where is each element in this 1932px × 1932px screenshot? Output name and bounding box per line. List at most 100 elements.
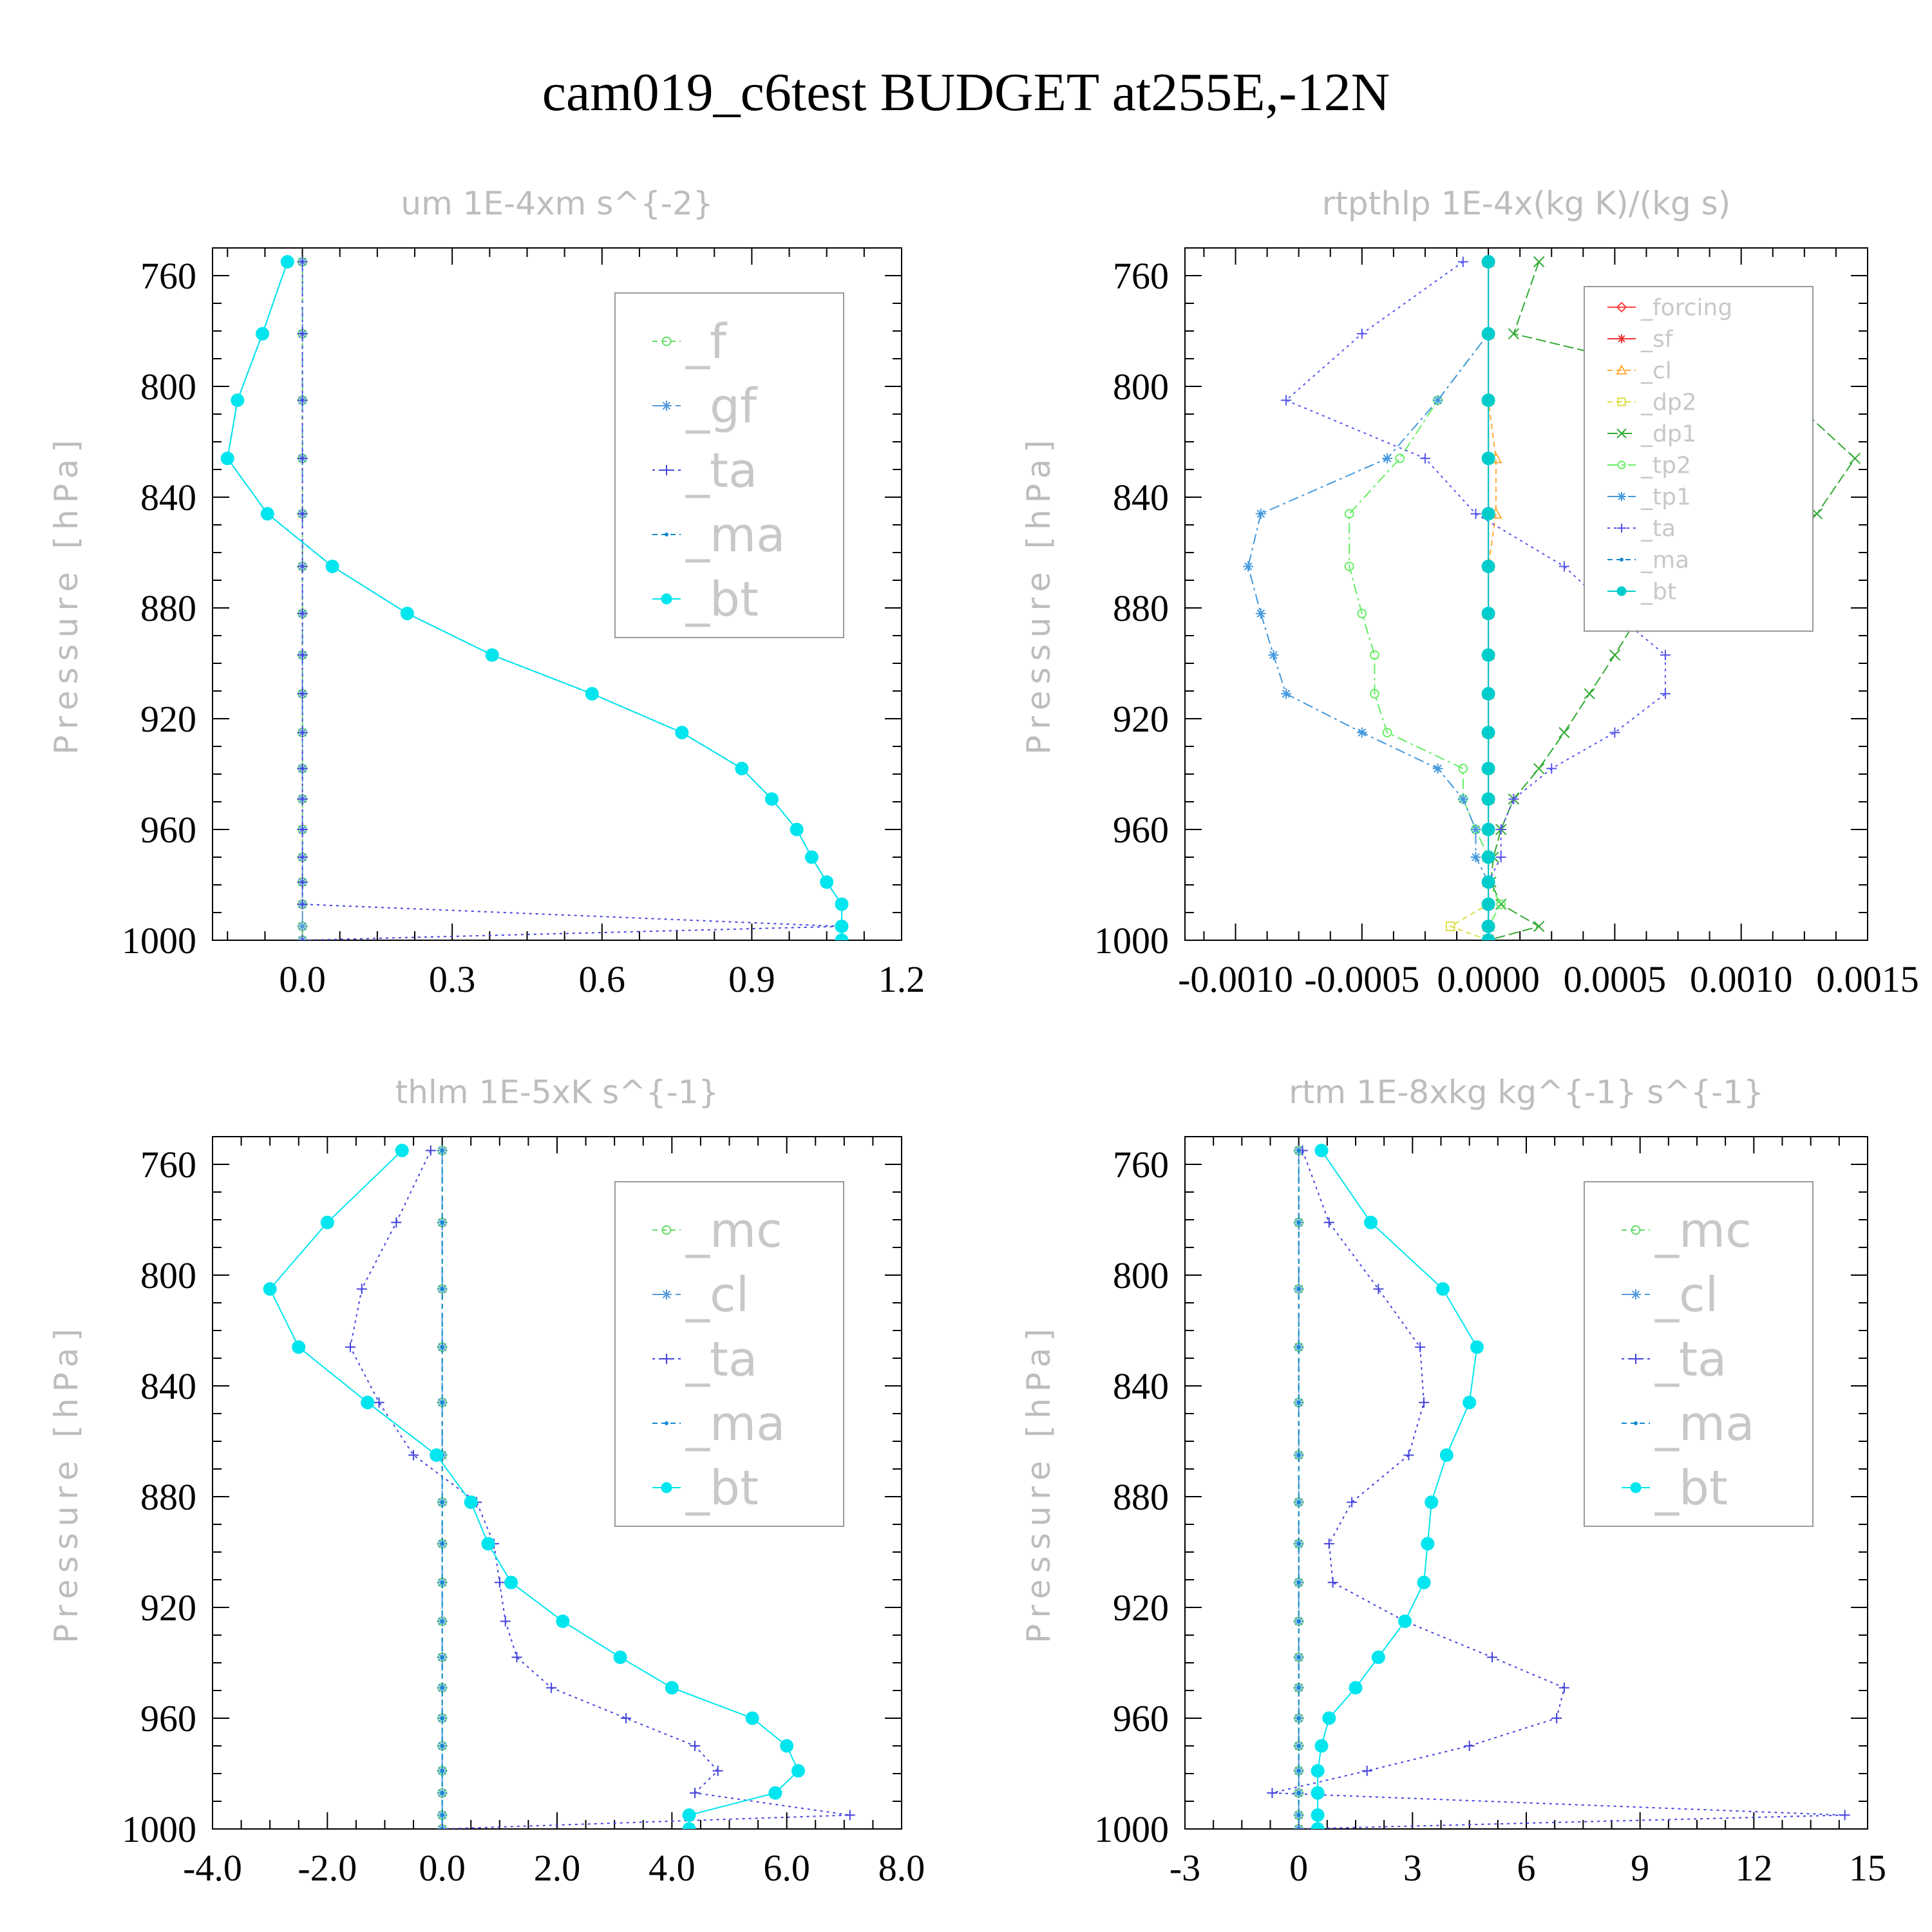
data-point — [263, 1282, 277, 1296]
data-point — [1481, 933, 1495, 940]
data-point — [256, 327, 270, 341]
x-tick-label: 0.0 — [419, 1847, 466, 1889]
y-tick-label: 840 — [140, 1365, 196, 1407]
data-point — [440, 1768, 444, 1773]
y-tick-label: 920 — [1113, 698, 1169, 740]
y-axis-label: Pressure [hPa] — [48, 433, 85, 755]
legend: _mc _cl _ta _ma _bt — [1584, 1181, 1814, 1527]
data-point — [425, 1145, 436, 1156]
data-point — [1356, 727, 1367, 738]
data-point — [280, 255, 294, 269]
data-point — [1296, 1768, 1301, 1773]
data-point — [297, 561, 308, 572]
data-point — [440, 1345, 444, 1349]
data-point — [1533, 762, 1545, 775]
y-tick-label: 800 — [140, 1255, 196, 1296]
data-point — [690, 1788, 700, 1799]
data-point — [1481, 726, 1495, 739]
y-tick-label: 1000 — [122, 1808, 196, 1850]
x-tick-label: 9 — [1631, 1847, 1649, 1889]
legend-marker — [661, 465, 672, 475]
y-tick-label: 840 — [1113, 477, 1169, 518]
data-point — [820, 875, 834, 889]
data-point — [356, 1283, 367, 1294]
data-point — [1481, 687, 1495, 701]
panel-title: rtm 1E-8xkg kg^{-1} s^{-1} — [1289, 1074, 1764, 1111]
data-point — [1296, 1619, 1301, 1624]
data-point — [440, 1287, 444, 1291]
y-tick-label: 880 — [1113, 587, 1169, 629]
y-tick-label: 760 — [140, 1144, 196, 1186]
data-point — [1323, 1539, 1334, 1549]
legend-marker — [1617, 397, 1626, 406]
legend-marker — [1620, 558, 1624, 562]
series-ta — [297, 256, 847, 940]
y-axis-label: Pressure [hPa] — [48, 1322, 85, 1643]
x-tick-label: 6.0 — [763, 1847, 810, 1889]
series-line — [349, 1150, 850, 1829]
data-point — [1323, 1217, 1334, 1228]
legend-marker — [1617, 524, 1626, 533]
data-point — [1558, 726, 1570, 739]
x-tick-label: -0.0010 — [1178, 958, 1293, 1000]
legend: _forcing _sf _cl _dp2 _dp1 _tp2 _tp1 _ta _ma _bt — [1584, 286, 1814, 632]
series-tp2 — [1344, 257, 1506, 940]
legend-marker — [1617, 334, 1626, 343]
legend-box — [1584, 1181, 1814, 1527]
data-point — [1296, 1500, 1301, 1504]
x-tick-label: 0.0 — [279, 958, 326, 1000]
data-point — [1419, 453, 1430, 464]
data-point — [1609, 649, 1621, 661]
legend-marker — [661, 1482, 672, 1493]
data-point — [665, 1681, 679, 1695]
data-point — [320, 1215, 334, 1229]
data-point — [621, 1713, 631, 1723]
legend-label: _ta — [1640, 516, 1676, 542]
series-line — [1488, 261, 1497, 940]
legend-label: _ta — [685, 443, 757, 498]
data-point — [1470, 508, 1481, 519]
y-tick-label: 800 — [1113, 1255, 1169, 1296]
x-tick-label: 6 — [1517, 1847, 1536, 1889]
data-point — [1281, 395, 1292, 406]
y-tick-label: 840 — [1113, 1365, 1169, 1407]
data-point — [1296, 1813, 1301, 1817]
data-point — [613, 1650, 627, 1664]
data-point — [1425, 1495, 1439, 1510]
data-point — [1481, 822, 1495, 837]
data-point — [297, 727, 308, 738]
legend-box — [1584, 286, 1814, 632]
y-tick-label: 840 — [140, 477, 196, 518]
data-point — [1481, 327, 1495, 341]
data-point — [1311, 1808, 1325, 1822]
data-point — [391, 1217, 402, 1228]
data-point — [1470, 824, 1481, 835]
series-bt — [220, 255, 849, 940]
data-point — [440, 1655, 444, 1660]
data-point — [1481, 761, 1495, 775]
y-tick-label: 760 — [1113, 1144, 1169, 1186]
data-point — [1268, 650, 1279, 661]
data-point — [297, 852, 308, 862]
data-point — [1382, 453, 1393, 464]
data-point — [297, 921, 308, 932]
data-point — [1395, 453, 1405, 464]
y-tick-label: 920 — [1113, 1587, 1169, 1629]
data-point — [440, 1580, 444, 1585]
data-point — [437, 1824, 448, 1829]
y-tick-label: 880 — [140, 587, 196, 629]
data-point — [1281, 688, 1292, 699]
data-point — [1349, 1681, 1363, 1695]
panel-um: 760 800 840 880 920 960 1000 0.0 0.3 0.6 0.9 1.2 um … — [48, 185, 925, 1000]
y-tick-label: 760 — [1113, 255, 1169, 297]
legend-marker — [661, 593, 672, 605]
legend-label: _cl — [1640, 358, 1672, 384]
data-point — [1546, 763, 1557, 774]
data-point — [1470, 1340, 1484, 1354]
data-point — [440, 1685, 444, 1690]
data-point — [1508, 793, 1519, 804]
data-point — [1464, 1741, 1475, 1751]
data-point — [1314, 1144, 1329, 1157]
legend-marker — [1617, 492, 1626, 501]
